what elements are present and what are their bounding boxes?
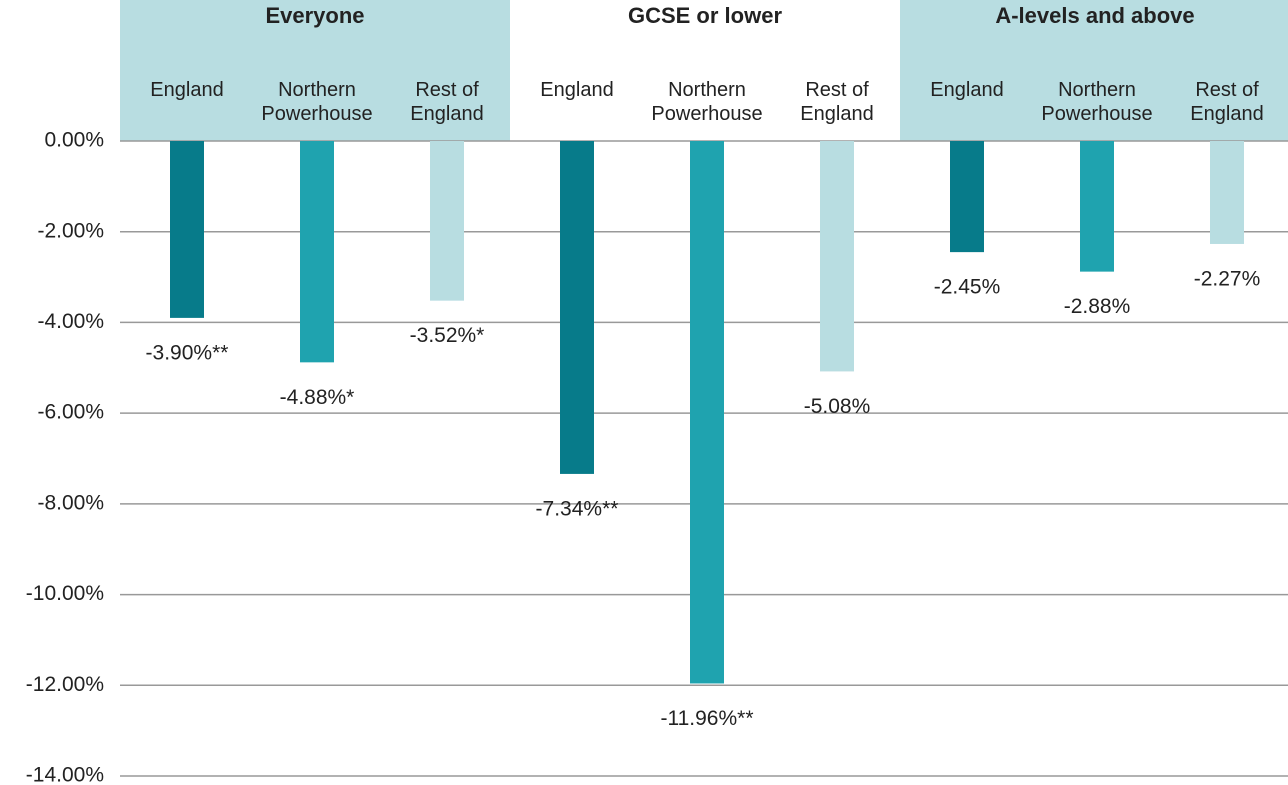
series-label: Northern Powerhouse xyxy=(1041,79,1153,125)
series-label: England xyxy=(150,79,224,101)
series-label: Rest of England xyxy=(410,79,484,125)
value-label: -7.34%** xyxy=(536,497,619,520)
value-label: -3.90%** xyxy=(146,341,229,364)
y-tick-label: -14.00% xyxy=(26,764,104,785)
group-title: Everyone xyxy=(265,3,364,28)
bar xyxy=(560,141,594,474)
value-label: -5.08% xyxy=(804,395,871,418)
y-tick-label: -4.00% xyxy=(37,310,104,333)
series-label: England xyxy=(540,79,614,101)
y-tick-label: -8.00% xyxy=(37,491,104,514)
y-tick-label: -2.00% xyxy=(37,219,104,242)
group-header xyxy=(900,0,1288,141)
series-label: Northern Powerhouse xyxy=(261,79,373,125)
value-label: -2.88% xyxy=(1064,295,1131,318)
series-label: Rest of England xyxy=(1190,79,1264,125)
group-title: A-levels and above xyxy=(995,3,1194,28)
bar xyxy=(300,141,334,363)
value-label: -2.27% xyxy=(1194,268,1261,291)
value-label: -2.45% xyxy=(934,276,1001,299)
bar xyxy=(690,141,724,684)
bar xyxy=(430,141,464,301)
bar xyxy=(950,141,984,253)
series-label: Northern Powerhouse xyxy=(651,79,763,125)
group-header xyxy=(510,0,900,141)
y-tick-label: 0.00% xyxy=(44,129,104,152)
value-label: -4.88%* xyxy=(280,386,355,409)
bar xyxy=(820,141,854,372)
value-label: -11.96%** xyxy=(660,707,753,730)
y-tick-label: -6.00% xyxy=(37,401,104,424)
series-label: England xyxy=(930,79,1004,101)
bar xyxy=(1080,141,1114,272)
group-header xyxy=(120,0,510,141)
y-tick-label: -10.00% xyxy=(26,582,104,605)
bar xyxy=(170,141,204,318)
value-label: -3.52%* xyxy=(410,324,485,347)
series-label: Rest of England xyxy=(800,79,874,125)
bar xyxy=(1210,141,1244,244)
group-title: GCSE or lower xyxy=(628,3,782,28)
y-tick-label: -12.00% xyxy=(26,673,104,696)
